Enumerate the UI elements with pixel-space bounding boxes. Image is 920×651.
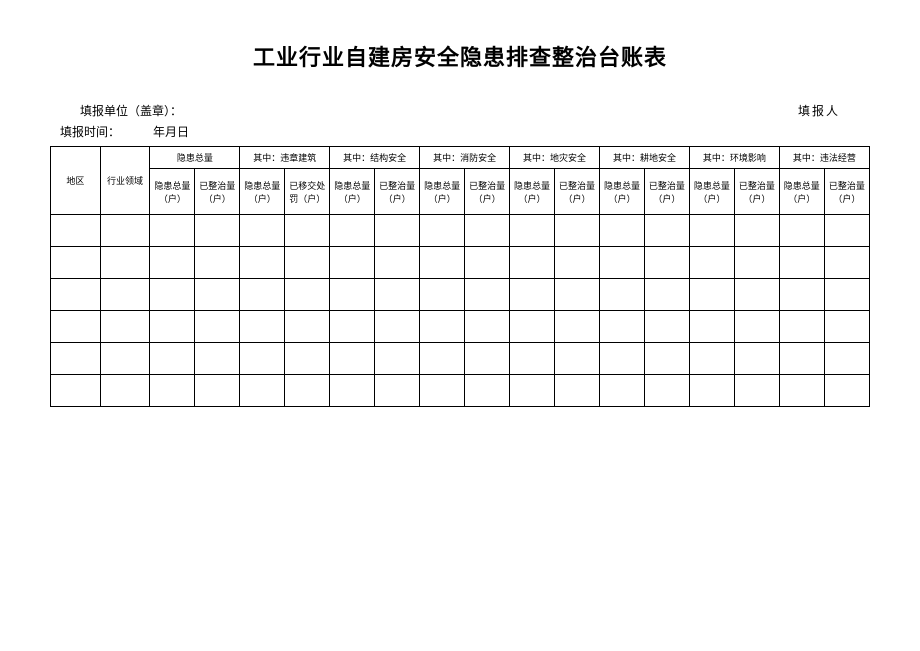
sub-fixed-3: 已整治量（户） (465, 169, 510, 215)
col-cat-2: 其中：消防安全 (420, 147, 510, 169)
sub-fixed-2: 已整治量（户） (375, 169, 420, 215)
table-row (51, 247, 870, 279)
table-body (51, 215, 870, 407)
col-cat-0: 其中：违章建筑 (240, 147, 330, 169)
table-row (51, 311, 870, 343)
sub-hidden-2: 隐患总量（户） (330, 169, 375, 215)
sub-hidden-7: 隐患总量（户） (779, 169, 824, 215)
sub-fixed-7: 已整治量（户） (824, 169, 869, 215)
col-cat-5: 其中：环境影响 (689, 147, 779, 169)
sub-hidden-3: 隐患总量（户） (420, 169, 465, 215)
col-cat-3: 其中：地灾安全 (510, 147, 600, 169)
sub-penalty-1: 已移交处罚（户） (285, 169, 330, 215)
reporter-label: 填报人 (798, 102, 860, 119)
sub-hidden-1: 隐患总量（户） (240, 169, 285, 215)
page-title: 工业行业自建房安全隐患排查整治台账表 (50, 40, 870, 72)
unit-label: 填报单位（盖章）： (60, 102, 182, 119)
meta-row-1: 填报单位（盖章）： 填报人 (50, 102, 870, 119)
col-cat-6: 其中：违法经营 (779, 147, 869, 169)
sub-hidden-4: 隐患总量（户） (510, 169, 555, 215)
col-cat-4: 其中：耕地安全 (599, 147, 689, 169)
sub-fixed-6: 已整治量（户） (734, 169, 779, 215)
meta-row-2: 填报时间： 年月日 (50, 123, 870, 140)
col-region: 地区 (51, 147, 101, 215)
sub-fixed-4: 已整治量（户） (555, 169, 600, 215)
col-cat-1: 其中：结构安全 (330, 147, 420, 169)
sub-hidden-0: 隐患总量（户） (150, 169, 195, 215)
table-row (51, 215, 870, 247)
table-row (51, 343, 870, 375)
col-total: 隐患总量 (150, 147, 240, 169)
date-suffix: 年月日 (153, 125, 189, 139)
table-row (51, 375, 870, 407)
sub-hidden-6: 隐患总量（户） (689, 169, 734, 215)
sub-fixed-5: 已整治量（户） (644, 169, 689, 215)
table-row (51, 279, 870, 311)
col-industry: 行业领域 (100, 147, 150, 215)
header-row-2: 隐患总量（户） 已整治量（户） 隐患总量（户） 已移交处罚（户） 隐患总量（户）… (51, 169, 870, 215)
ledger-table: 地区 行业领域 隐患总量 其中：违章建筑 其中：结构安全 其中：消防安全 其中：… (50, 146, 870, 407)
time-label: 填报时间： (60, 125, 120, 139)
sub-hidden-5: 隐患总量（户） (599, 169, 644, 215)
sub-fixed-0: 已整治量（户） (195, 169, 240, 215)
header-row-1: 地区 行业领域 隐患总量 其中：违章建筑 其中：结构安全 其中：消防安全 其中：… (51, 147, 870, 169)
